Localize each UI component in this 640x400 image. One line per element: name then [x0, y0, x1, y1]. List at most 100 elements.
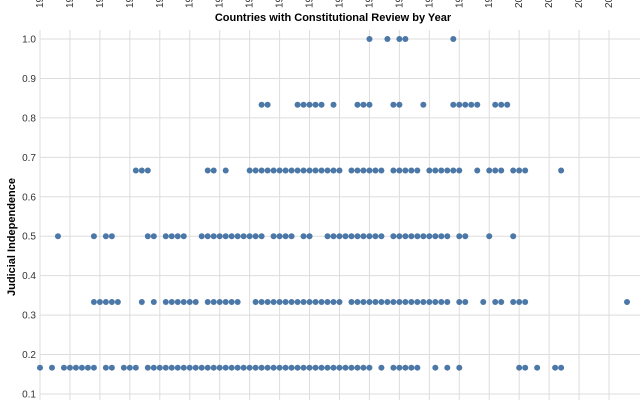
- point: [102, 298, 109, 305]
- point: [390, 298, 397, 305]
- point: [108, 298, 115, 305]
- point: [306, 364, 313, 371]
- point: [402, 298, 409, 305]
- point: [522, 298, 529, 305]
- point: [228, 364, 235, 371]
- point: [360, 364, 367, 371]
- point: [312, 364, 319, 371]
- point: [408, 298, 415, 305]
- point: [210, 167, 217, 174]
- point: [486, 167, 493, 174]
- point: [366, 101, 373, 108]
- point: [300, 101, 307, 108]
- point: [438, 298, 445, 305]
- x-tick-label: 2010: [574, 0, 585, 8]
- point: [348, 167, 355, 174]
- point: [372, 233, 379, 240]
- point: [162, 233, 169, 240]
- point: [72, 364, 79, 371]
- x-tick-label: 1960: [275, 0, 286, 8]
- point: [408, 167, 415, 174]
- point: [234, 233, 241, 240]
- point: [444, 298, 451, 305]
- point: [468, 101, 475, 108]
- point: [372, 167, 379, 174]
- point: [276, 233, 283, 240]
- point: [204, 167, 211, 174]
- point: [114, 298, 121, 305]
- y-tick-label: 0.9: [22, 74, 36, 85]
- point: [246, 364, 253, 371]
- point: [414, 298, 421, 305]
- point: [390, 167, 397, 174]
- point: [108, 233, 115, 240]
- point: [144, 233, 151, 240]
- point: [282, 298, 289, 305]
- point: [414, 364, 421, 371]
- point: [390, 364, 397, 371]
- point: [456, 298, 463, 305]
- point: [444, 167, 451, 174]
- point: [420, 233, 427, 240]
- point: [96, 298, 103, 305]
- point: [522, 364, 529, 371]
- point: [474, 101, 481, 108]
- point: [354, 101, 361, 108]
- point: [624, 298, 630, 305]
- point: [180, 364, 187, 371]
- y-tick-label: 0.4: [22, 271, 36, 282]
- point: [444, 233, 451, 240]
- point: [258, 233, 265, 240]
- point: [300, 364, 307, 371]
- point: [522, 167, 529, 174]
- point: [366, 36, 373, 42]
- point: [294, 167, 301, 174]
- point: [474, 167, 481, 174]
- y-tick-label: 0.2: [22, 350, 36, 361]
- point: [222, 364, 229, 371]
- point: [492, 298, 499, 305]
- y-tick-label: 0.5: [22, 232, 36, 243]
- point: [282, 364, 289, 371]
- point: [438, 233, 445, 240]
- x-tick-label: 1995: [484, 0, 495, 8]
- point: [288, 298, 295, 305]
- y-tick-label: 0.6: [22, 192, 36, 203]
- x-tick-label: 2015: [604, 0, 615, 8]
- point: [198, 364, 205, 371]
- x-tick-label: 2005: [544, 0, 555, 8]
- point: [204, 233, 211, 240]
- point: [390, 101, 397, 108]
- point: [174, 364, 181, 371]
- point: [378, 364, 385, 371]
- point: [318, 167, 325, 174]
- y-tick-label: 0.1: [22, 390, 36, 400]
- y-tick-label: 1.0: [22, 35, 36, 46]
- point: [180, 233, 187, 240]
- point: [336, 298, 343, 305]
- point: [294, 298, 301, 305]
- point: [414, 233, 421, 240]
- point: [210, 364, 217, 371]
- point: [174, 233, 181, 240]
- point: [396, 167, 403, 174]
- point: [450, 167, 457, 174]
- point: [312, 298, 319, 305]
- point: [258, 167, 265, 174]
- point: [552, 364, 559, 371]
- point: [174, 298, 181, 305]
- point: [270, 167, 277, 174]
- point: [402, 364, 409, 371]
- point: [258, 364, 265, 371]
- point: [84, 364, 91, 371]
- y-axis-title: Judicial Independence: [6, 178, 18, 296]
- point: [354, 298, 361, 305]
- point: [222, 298, 229, 305]
- x-tick-label: 1940: [155, 0, 166, 8]
- x-tick-label: 1930: [95, 0, 106, 8]
- point: [270, 233, 277, 240]
- point: [144, 167, 151, 174]
- point: [204, 298, 211, 305]
- point: [426, 233, 433, 240]
- point: [330, 233, 337, 240]
